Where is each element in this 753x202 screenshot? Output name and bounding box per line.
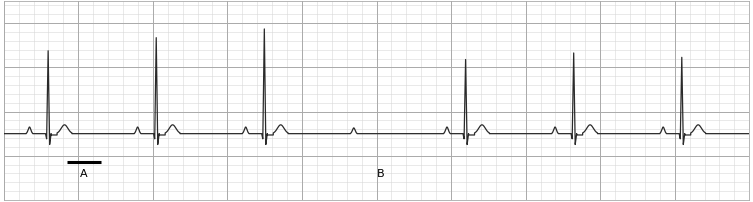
Text: B: B bbox=[376, 168, 384, 178]
Text: A: A bbox=[80, 168, 87, 178]
